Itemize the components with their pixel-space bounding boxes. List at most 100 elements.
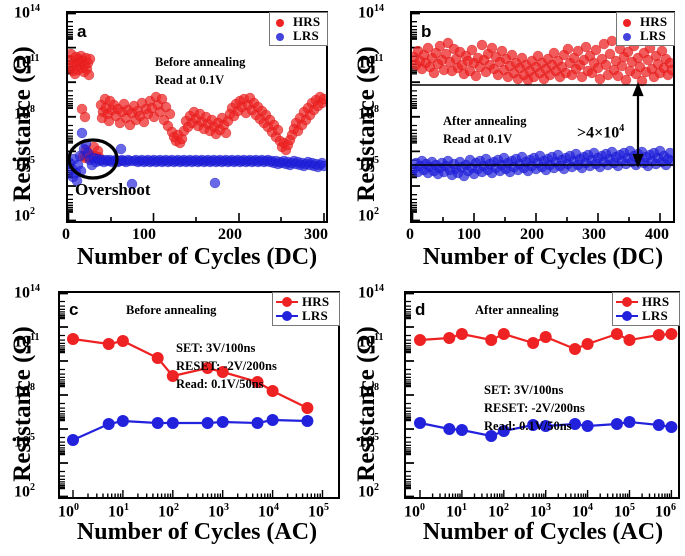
panel-d-legend-row-lrs: LRS xyxy=(616,308,675,323)
panel-b-ytick-1: 105 xyxy=(358,155,379,174)
panel-b-window-label: >4×104 xyxy=(577,123,625,142)
panel-d-xtick-3: 103 xyxy=(530,502,551,521)
panel-c-xticks-log xyxy=(72,490,324,497)
hrs-line-marker-icon xyxy=(276,296,298,308)
panel-d-plot-area xyxy=(404,291,680,499)
panel-c-canvas xyxy=(60,293,324,497)
panel-a-xtick-1: 100 xyxy=(132,226,156,243)
panel-d-ytick-2: 108 xyxy=(358,382,379,401)
panel-c-annotation-0: SET: 3V/100ns xyxy=(176,341,256,355)
panel-a-legend: HRS LRS xyxy=(269,12,328,46)
panel-c-xtick-1: 101 xyxy=(108,502,129,521)
panel-d-legend-hrs-label: HRS xyxy=(642,294,670,309)
panel-a-xticks xyxy=(68,213,325,221)
panel-c-hrs-points xyxy=(67,333,314,414)
panel-a-ytick-2: 108 xyxy=(14,104,35,123)
panel-d-legend: HRS LRS xyxy=(612,292,680,326)
panel-b-xtick-2: 200 xyxy=(520,226,544,243)
panel-b-ytick-0: 102 xyxy=(358,206,379,225)
panel-a-xtick-0: 0 xyxy=(62,226,70,243)
panel-d-xtick-5: 105 xyxy=(614,502,635,521)
hrs-marker-icon xyxy=(620,16,636,28)
panel-b-ytick-4: 1014 xyxy=(358,3,384,22)
panel-b-legend-row-lrs: LRS xyxy=(620,28,670,43)
panel-c-ytick-1: 105 xyxy=(14,432,35,451)
panel-d-xtick-2: 102 xyxy=(488,502,509,521)
panel-d-letter: d xyxy=(415,300,426,319)
panel-d-xtick-4: 104 xyxy=(572,502,593,521)
panel-b-annotation-0: After annealing xyxy=(443,114,527,128)
panel-d-ytick-4: 1014 xyxy=(358,283,384,302)
panel-c-legend-lrs-label: LRS xyxy=(302,308,328,323)
panel-d-minor-ticks-left xyxy=(406,293,414,497)
panel-b-plot-area xyxy=(410,11,675,223)
panel-c-legend-hrs-label: HRS xyxy=(302,294,330,309)
panel-d-title-text: After annealing xyxy=(475,303,559,317)
panel-c-xtick-4: 104 xyxy=(258,502,279,521)
panel-a-ytick-3: 1011 xyxy=(14,53,40,72)
panel-c-legend-row-lrs: LRS xyxy=(276,308,335,323)
panel-d-legend-lrs-label: LRS xyxy=(642,308,668,323)
panel-d-ytick-1: 105 xyxy=(358,432,379,451)
panel-b-legend-row-hrs: HRS xyxy=(620,14,670,29)
panel-c-hrs-line xyxy=(72,337,308,409)
panel-a-legend-row-lrs: LRS xyxy=(273,28,323,43)
panel-a-x-axis-label: Number of Cycles (DC) xyxy=(76,244,318,270)
panel-b-xtick-0: 0 xyxy=(406,226,414,243)
panel-a-xtick-2: 200 xyxy=(218,226,242,243)
panel-a-lrs-scatter xyxy=(68,127,326,190)
panel-d-ytick-3: 1011 xyxy=(358,332,384,351)
panel-a-overshoot-label: Overshoot xyxy=(75,180,151,199)
panel-a-legend-row-hrs: HRS xyxy=(273,14,323,29)
panel-c-lrs-points xyxy=(67,414,314,446)
panel-c-lrs-line xyxy=(72,418,308,442)
panel-d-x-axis-label: Number of Cycles (AC) xyxy=(422,519,664,545)
panel-b-ytick-3: 1011 xyxy=(358,53,384,72)
panel-d-xtick-6: 106 xyxy=(655,502,676,521)
panel-a-ytick-1: 105 xyxy=(14,155,35,174)
panel-d-lrs-points xyxy=(414,416,678,442)
panel-b-minor-ticks-left xyxy=(412,13,420,221)
panel-c-ytick-0: 102 xyxy=(14,482,35,501)
panel-d-hrs-points xyxy=(414,328,678,355)
panel-b-legend: HRS LRS xyxy=(616,12,675,46)
hrs-line-marker-icon xyxy=(616,296,638,308)
panel-c-xtick-2: 102 xyxy=(158,502,179,521)
panel-c-annotation-2: Read: 0.1V/50ns xyxy=(176,377,264,391)
panel-d-annotation-0: SET: 3V/100ns xyxy=(484,383,564,397)
overshoot-circle xyxy=(68,138,119,180)
panel-d-xtick-1: 101 xyxy=(446,502,467,521)
panel-a-legend-lrs-label: LRS xyxy=(293,28,319,43)
panel-a-annotation-1: Read at 0.1V xyxy=(155,73,225,87)
panel-a-canvas xyxy=(68,13,326,221)
panel-c-letter: c xyxy=(69,300,79,319)
lrs-marker-icon xyxy=(273,30,289,42)
panel-d-ytick-0: 102 xyxy=(358,482,379,501)
panel-d-xtick-0: 100 xyxy=(404,502,425,521)
panel-d-annotation-1: RESET: -2V/200ns xyxy=(484,401,585,415)
panel-a-ytick-0: 102 xyxy=(14,206,35,225)
panel-d-xticks-log xyxy=(419,490,673,497)
panel-b-xtick-4: 400 xyxy=(645,226,669,243)
lrs-line-marker-icon xyxy=(276,310,298,322)
panel-c-title-text: Before annealing xyxy=(126,303,217,317)
panel-c-ytick-3: 1011 xyxy=(14,332,40,351)
panel-b-legend-lrs-label: LRS xyxy=(640,28,666,43)
panel-b-legend-hrs-label: HRS xyxy=(640,14,668,29)
panel-a-ytick-4: 1014 xyxy=(14,3,40,22)
panel-b-annotation-1: Read at 0.1V xyxy=(443,132,513,146)
panel-b-xtick-1: 100 xyxy=(457,226,481,243)
panel-d-legend-row-hrs: HRS xyxy=(616,294,675,309)
panel-b-xtick-3: 300 xyxy=(582,226,606,243)
panel-c-xtick-5: 105 xyxy=(308,502,329,521)
panel-c-ytick-2: 108 xyxy=(14,382,35,401)
panel-c-legend: HRS LRS xyxy=(272,292,340,326)
panel-c-xtick-0: 100 xyxy=(58,502,79,521)
panel-c-legend-row-hrs: HRS xyxy=(276,294,335,309)
panel-a-xtick-3: 300 xyxy=(304,226,328,243)
panel-d-annotation-2: Read: 0.1V/50ns xyxy=(484,419,572,433)
panel-b-x-axis-label: Number of Cycles (DC) xyxy=(422,244,664,270)
panel-c-minor-ticks-left xyxy=(60,293,68,497)
panel-c-ytick-4: 1014 xyxy=(14,283,40,302)
panel-b-hrs-scatter xyxy=(412,35,673,87)
